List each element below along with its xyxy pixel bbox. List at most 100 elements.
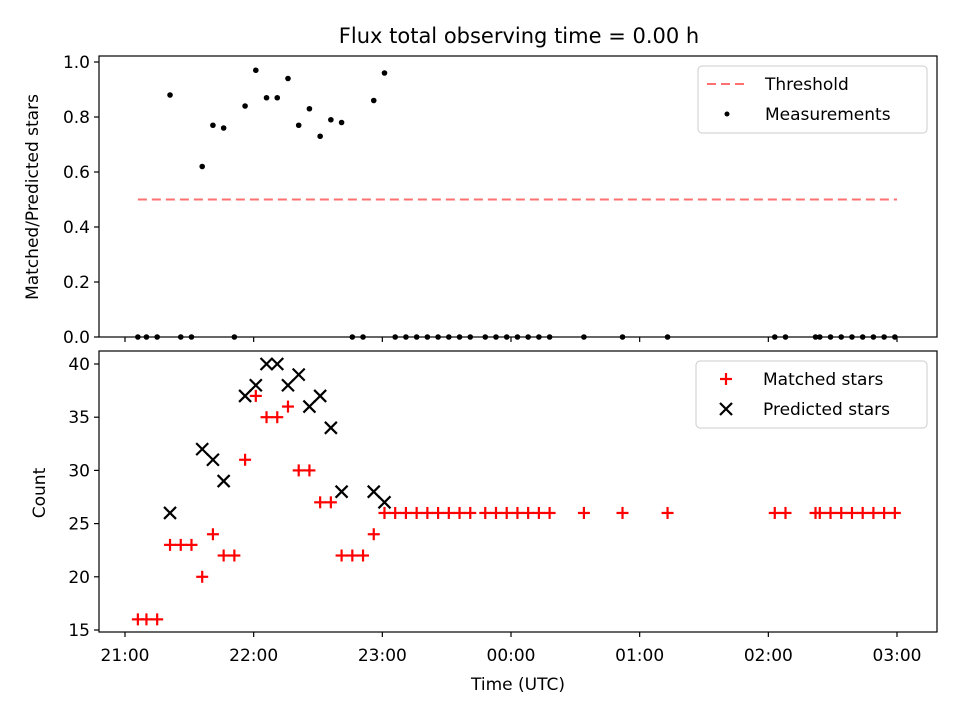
measurement-point	[619, 334, 626, 340]
bottom-y-axis-label: Count	[30, 467, 50, 518]
bottom-y-tick-label: 20	[68, 568, 90, 588]
bottom-y-tick-label: 30	[68, 461, 90, 481]
measurement-point	[188, 334, 195, 340]
matched-star-point	[239, 453, 252, 466]
matched-star-point	[511, 506, 524, 519]
bottom-y-tick-label: 25	[68, 515, 90, 535]
predicted-star-point	[163, 506, 177, 520]
measurement-point	[360, 334, 366, 340]
matched-star-point	[856, 506, 869, 519]
x-tick-label: 23:00	[358, 646, 407, 666]
matched-star-point	[249, 389, 262, 402]
matched-star-point	[453, 506, 466, 519]
bottom-plot-frame	[98, 350, 938, 633]
measurement-point	[812, 334, 819, 340]
bottom-y-tick-label: 35	[68, 408, 90, 428]
matched-star-point	[421, 506, 434, 519]
figure-title: Flux total observing time = 0.00 h	[339, 24, 699, 48]
measurement-point	[525, 334, 531, 340]
legend-threshold-label: Threshold	[764, 75, 849, 95]
matched-star-point	[845, 506, 858, 519]
predicted-star-point	[238, 389, 252, 403]
measurement-point	[581, 334, 587, 340]
measurement-point	[536, 334, 542, 340]
matched-star-point	[303, 464, 316, 477]
matched-star-point	[260, 411, 273, 424]
predicted-star-point	[313, 389, 327, 403]
matched-star-point	[271, 411, 284, 424]
x-axis-label: Time (UTC)	[470, 675, 565, 695]
measurement-point	[253, 67, 259, 74]
predicted-star-point	[377, 495, 392, 510]
measurement-point	[456, 334, 463, 340]
legend-matched-swatch	[720, 373, 732, 385]
predicted-star-point	[216, 474, 231, 488]
measurement-point	[167, 92, 173, 98]
measurement-point	[317, 133, 323, 140]
measurement-point	[446, 334, 452, 340]
top-y-tick-label: 0.6	[63, 163, 90, 183]
top-y-tick-label: 0.4	[63, 218, 90, 238]
matched-star-point	[151, 613, 164, 626]
matched-star-point	[206, 528, 219, 541]
predicted-star-point	[324, 421, 338, 435]
matched-star-point	[185, 538, 198, 551]
predicted-star-point	[195, 442, 209, 456]
measurement-point	[231, 334, 238, 340]
matched-star-point	[292, 464, 305, 477]
measurement-point	[370, 97, 377, 104]
legend-predicted-swatch	[719, 402, 733, 416]
measurement-point	[338, 119, 345, 126]
measurement-point	[392, 334, 399, 340]
top-legend: Threshold Measurements	[697, 65, 928, 134]
matched-star-point	[500, 506, 513, 519]
matched-star-point	[888, 506, 901, 519]
matched-star-point	[432, 506, 445, 519]
bottom-y-tick-label: 40	[68, 355, 90, 375]
measurement-point	[664, 334, 671, 340]
x-tick-label: 00:00	[487, 646, 536, 666]
matched-star-point	[357, 549, 370, 562]
matched-star-point	[324, 496, 337, 509]
top-panel: 0.0 0.2 0.4 0.6 0.8 1.0 Matched/Predicted sta…	[23, 53, 938, 348]
legend-measurements-label: Measurements	[765, 105, 891, 125]
measurement-point	[870, 334, 877, 340]
x-tick-label: 21:00	[101, 646, 150, 666]
measurement-point	[154, 334, 160, 340]
measurement-point	[306, 105, 313, 112]
measurement-point	[381, 70, 388, 76]
measurement-point	[403, 334, 409, 340]
top-y-axis-label: Matched/Predicted stars	[23, 94, 43, 300]
matched-star-point	[228, 549, 241, 562]
predicted-star-point	[302, 399, 317, 414]
matched-star-point	[174, 538, 187, 551]
matched-star-point	[464, 506, 477, 519]
measurement-point	[892, 334, 898, 340]
measurement-point	[349, 334, 356, 340]
matched-star-point	[577, 506, 590, 519]
matched-star-point	[367, 528, 380, 541]
measurement-point	[274, 94, 281, 101]
matched-star-point	[867, 506, 880, 519]
measurement-point	[849, 334, 855, 340]
measurement-point	[424, 334, 431, 340]
matched-star-point	[522, 506, 535, 519]
matched-star-point	[399, 506, 412, 519]
x-tick-label: 02:00	[744, 646, 793, 666]
matched-star-point	[281, 400, 294, 413]
measurement-point	[467, 334, 474, 340]
measurement-point	[546, 334, 553, 340]
matched-star-point	[878, 506, 891, 519]
measurement-point	[827, 334, 834, 340]
measurement-point	[177, 334, 184, 340]
matched-star-point	[661, 506, 674, 519]
measurement-point	[220, 125, 227, 131]
matched-star-point	[335, 549, 348, 562]
matched-star-point	[140, 613, 153, 626]
measurement-point	[285, 75, 291, 82]
matched-star-point	[835, 506, 848, 519]
measurement-point	[328, 116, 334, 123]
matched-star-point	[389, 506, 402, 519]
measurement-point	[435, 334, 441, 340]
top-y-tick-label: 0.0	[63, 328, 90, 348]
